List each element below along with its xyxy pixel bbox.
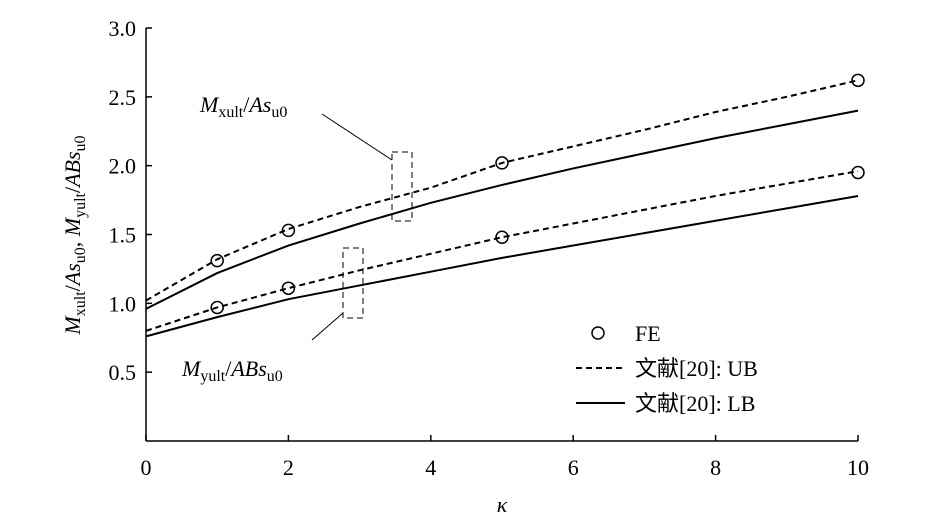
text-part: u0	[72, 247, 89, 263]
highlight-box	[391, 151, 413, 222]
y-tick-label: 0.5	[109, 360, 137, 385]
series-line	[145, 170, 859, 332]
text-part: yult	[200, 368, 225, 385]
text-part: u0	[267, 368, 283, 385]
text-part: yult	[72, 192, 89, 217]
text-part: ABs	[229, 356, 266, 381]
x-tick-label: 2	[283, 455, 294, 480]
text-part: /	[60, 284, 85, 291]
y-tick-label: 2.5	[109, 85, 137, 110]
text-part: ,	[60, 236, 85, 247]
text-part: κ	[497, 492, 508, 517]
series-line	[145, 109, 859, 310]
x-tick-label: 6	[568, 455, 579, 480]
y-tick-label: 3.0	[109, 16, 137, 41]
x-axis-label: κ	[497, 492, 508, 517]
legend-label: 文献[20]: LB	[635, 391, 755, 416]
highlight-box	[342, 247, 364, 319]
data-point	[851, 73, 865, 88]
data-point	[281, 281, 296, 295]
text-part: /	[243, 92, 250, 117]
x-tick-label: 8	[710, 455, 721, 480]
text-part: u0	[72, 135, 89, 151]
text-part: M	[60, 216, 85, 237]
x-tick-label: 4	[425, 455, 436, 480]
text-part: ABs	[60, 151, 85, 188]
text-part: /	[225, 356, 232, 381]
text-part: M	[181, 356, 202, 381]
y-tick-label: 2.0	[109, 154, 137, 179]
annotation: Mxult/Asu0	[199, 92, 287, 121]
text-part: xult	[72, 291, 89, 316]
series-line	[145, 194, 859, 338]
legend-label: 文献[20]: UB	[635, 356, 758, 381]
series-line	[145, 79, 859, 302]
leader-line	[311, 312, 344, 341]
text-part: u0	[271, 104, 287, 121]
text-part: xult	[218, 104, 243, 121]
legend-marker	[591, 326, 605, 340]
leader-line	[321, 113, 393, 161]
annotation: Myult/ABsu0	[181, 356, 283, 385]
text-part: As	[247, 92, 271, 117]
y-tick-label: 1.0	[109, 291, 137, 316]
y-axis-label: Mxult/Asu0, Myult/ABsu0	[60, 135, 89, 335]
y-tick-label: 1.5	[109, 223, 137, 248]
legend-label: FE	[635, 321, 661, 346]
text-part: M	[199, 92, 220, 117]
text-part: As	[60, 263, 85, 287]
x-tick-label: 0	[141, 455, 152, 480]
data-point	[851, 165, 865, 180]
data-point	[495, 230, 509, 245]
data-point	[210, 253, 224, 268]
text-part: M	[60, 315, 85, 336]
text-part: /	[60, 186, 85, 193]
x-tick-label: 10	[847, 455, 869, 480]
